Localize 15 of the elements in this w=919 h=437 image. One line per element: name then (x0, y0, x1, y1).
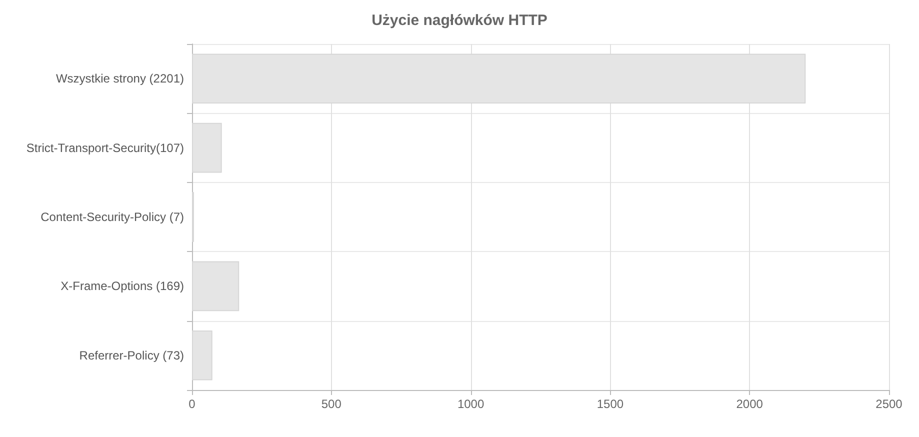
bar (192, 330, 212, 380)
x-tick-label: 1000 (457, 397, 484, 411)
x-tick-label: 500 (321, 397, 342, 411)
bar (192, 122, 222, 173)
y-tick-label: Content-Security-Policy (7) (40, 210, 184, 224)
x-tick-label: 2000 (736, 397, 764, 411)
x-tick-label: 1500 (596, 397, 624, 411)
y-tick-label: Referrer-Policy (73) (79, 348, 184, 362)
y-tick-label: Wszystkie strony (2201) (56, 72, 184, 86)
x-tick-label: 2500 (876, 397, 903, 411)
y-tick-label: X-Frame-Options (169) (60, 279, 184, 294)
chart-title: Użycie nagłówków HTTP (372, 12, 548, 29)
bar (192, 261, 240, 312)
x-tick-label: 0 (188, 397, 196, 411)
y-tick-label: Strict-Transport-Security(107) (26, 140, 184, 155)
